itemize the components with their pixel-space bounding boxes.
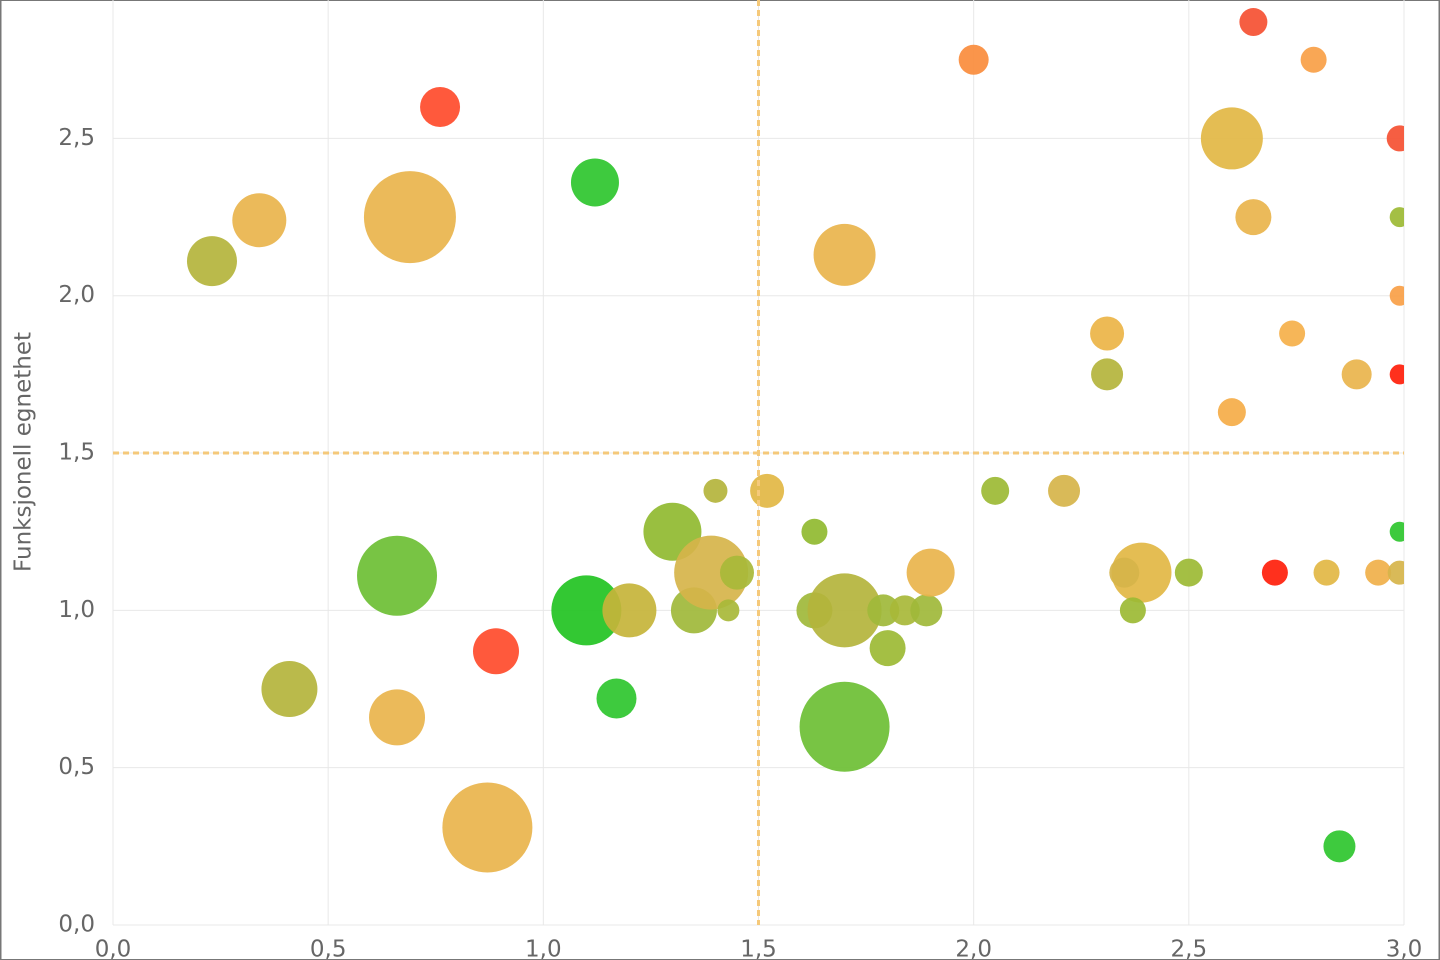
bubble	[674, 535, 749, 610]
bubble	[799, 681, 890, 772]
bubble	[1386, 125, 1404, 152]
bubble	[1365, 559, 1392, 586]
x-tick-label: 0,0	[95, 937, 132, 960]
bubble	[1119, 597, 1146, 624]
bubble	[1389, 521, 1404, 542]
y-tick-label: 0,5	[58, 754, 95, 780]
bubble	[1389, 207, 1404, 228]
bubble	[1090, 316, 1125, 351]
bubble	[813, 223, 876, 286]
y-tick-label: 2,5	[58, 125, 95, 151]
bubble	[958, 44, 989, 75]
bubble	[472, 628, 519, 675]
bubble	[1048, 474, 1081, 507]
bubble	[570, 158, 619, 207]
x-tick-label: 0,5	[310, 937, 347, 960]
bubble	[717, 599, 740, 622]
bubble	[369, 689, 426, 746]
x-tick-label: 3,0	[1386, 937, 1423, 960]
bubble	[1341, 359, 1372, 390]
bubble	[232, 193, 287, 248]
bubble	[1323, 830, 1356, 863]
bubble	[1217, 398, 1246, 427]
bubble	[1200, 107, 1263, 170]
y-tick-label: 2,0	[58, 282, 95, 308]
bubble	[801, 518, 828, 545]
bubble	[602, 583, 657, 638]
x-tick-label: 1,5	[740, 937, 777, 960]
bubble	[1109, 557, 1140, 588]
bubble	[363, 171, 456, 264]
bubble	[1389, 285, 1404, 306]
x-tick-label: 1,0	[525, 937, 562, 960]
bubble	[869, 630, 906, 667]
bubble	[261, 661, 318, 718]
bubble	[906, 548, 955, 597]
y-tick-label: 1,5	[58, 440, 95, 466]
bubble	[1279, 320, 1306, 347]
bubble	[867, 594, 900, 627]
bubble	[1300, 46, 1327, 73]
bubble	[703, 478, 728, 503]
bubble	[1389, 364, 1404, 385]
y-axis-label: Funksjonell egnethet	[11, 332, 37, 572]
bubble	[186, 236, 237, 287]
bubble	[1261, 559, 1288, 586]
bubble	[596, 678, 637, 719]
bubble	[910, 594, 943, 627]
plot-area	[186, 8, 1404, 873]
y-tick-label: 1,0	[58, 597, 95, 623]
bubble	[420, 86, 461, 127]
bubble	[357, 535, 438, 616]
y-tick-label: 0,0	[58, 912, 95, 938]
bubble	[442, 782, 533, 873]
bubble	[1091, 358, 1124, 391]
x-tick-label: 2,0	[955, 937, 992, 960]
bubble	[1239, 8, 1268, 37]
bubble	[1235, 199, 1272, 236]
bubble	[750, 473, 785, 508]
bubble	[1174, 558, 1203, 587]
bubble	[981, 476, 1010, 505]
bubble	[807, 573, 882, 648]
x-tick-label: 2,5	[1171, 937, 1208, 960]
bubble	[551, 575, 622, 646]
bubble	[1111, 542, 1172, 603]
bubble	[1387, 560, 1404, 585]
bubble	[719, 555, 754, 590]
bubble	[1313, 559, 1340, 586]
